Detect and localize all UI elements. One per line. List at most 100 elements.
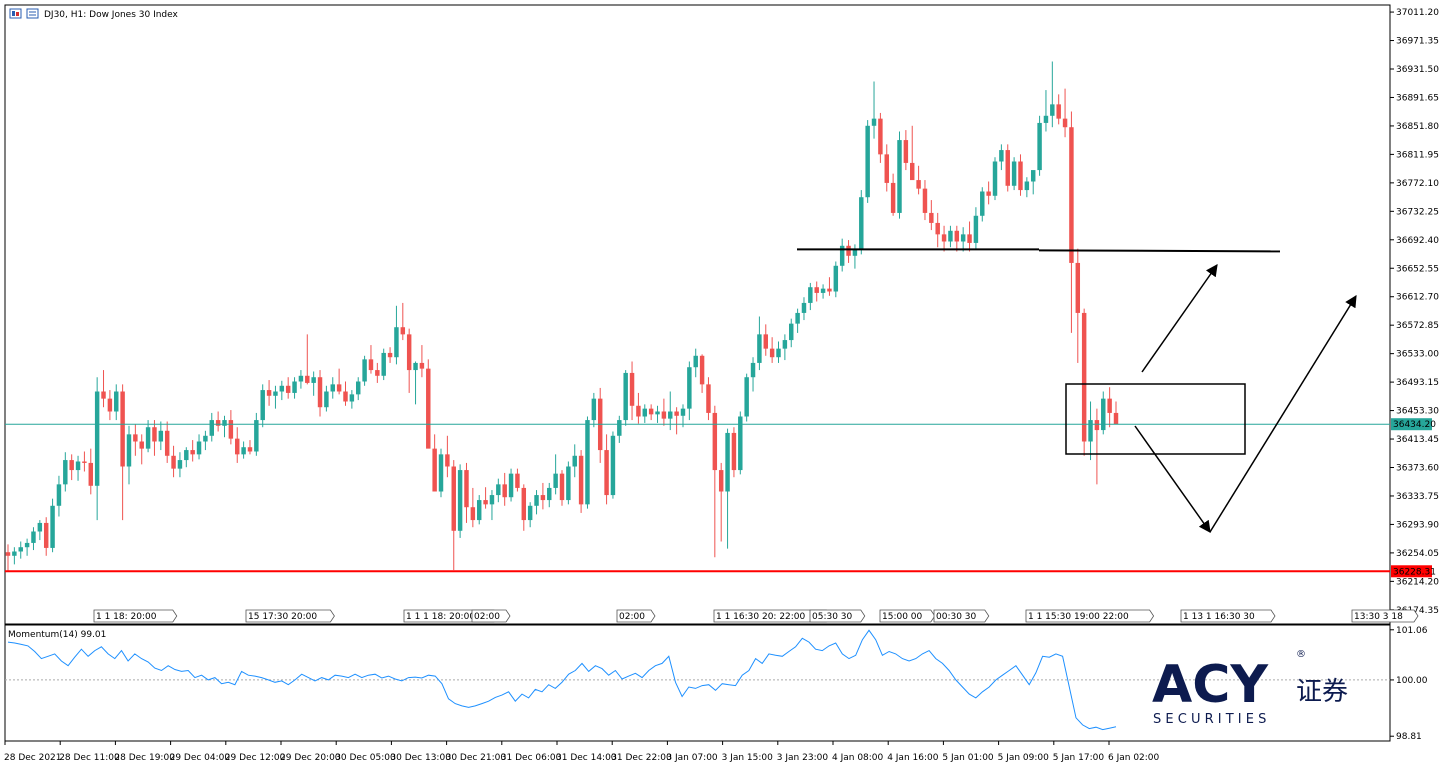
price-tick-label: 37011.20 [1396,8,1439,18]
support-price-label: 36228.31 [1391,565,1436,578]
arrow-rebound[interactable] [1209,294,1357,533]
candle [871,81,877,139]
candle [763,324,768,356]
resistance-line-2[interactable] [1038,249,1281,253]
candle [744,373,749,422]
momentum-tick-label: 100.00 [1396,676,1428,686]
event-marker[interactable]: 00:30 30 [933,609,990,623]
event-marker[interactable]: 05:30 30 [809,609,866,623]
price-tick-label: 36931.50 [1396,65,1439,75]
chart-settings-icon[interactable] [26,8,39,19]
candle [1081,308,1087,456]
time-tick-label: 28 Dec 19:00 [114,753,175,763]
candle [56,475,62,517]
candle [419,345,425,378]
candle [18,541,23,559]
candle [483,487,488,509]
candle [585,416,590,509]
price-tick-label: 36373.60 [1396,464,1439,474]
candle [114,384,119,421]
price-tick-label: 36254.05 [1396,549,1439,559]
candle [133,424,138,456]
candle [126,425,132,485]
event-marker[interactable]: 1 1 18: 20:00 [93,609,178,623]
event-marker[interactable]: 02:00 [471,609,511,623]
price-tick-label: 36453.30 [1396,407,1439,417]
time-tick-label: 28 Dec 11:00 [59,753,120,763]
candle [1011,157,1017,191]
candle [623,370,628,426]
logo-brand: ACY [1152,655,1269,715]
price-panel[interactable] [4,4,1391,625]
candle [375,362,380,383]
arrow-up[interactable] [1141,264,1218,373]
price-tick-label: 36214.20 [1396,577,1439,587]
candle [553,454,558,495]
candle [941,225,947,252]
candle [948,225,953,248]
event-marker[interactable]: 02:00 [616,609,656,623]
candle [292,377,297,399]
candle [406,328,412,393]
event-marker[interactable]: 15 17:30 20:00 [245,609,335,623]
time-tick-label: 30 Dec 13:00 [390,753,451,763]
candle [878,112,883,163]
candle [827,277,832,296]
candle [5,544,11,571]
candle [426,359,431,449]
candle [559,470,565,506]
candle [648,404,654,421]
candle [668,391,673,431]
time-tick-label: 30 Dec 21:00 [446,753,507,763]
candle [247,440,253,455]
price-tick-label: 36293.90 [1396,520,1439,530]
candle [515,468,520,492]
candle [43,517,49,556]
logo-registered: ® [1296,649,1306,660]
candle [967,221,972,252]
candle [973,207,979,249]
candle [808,282,813,311]
candle [254,412,259,456]
annotations [1065,264,1357,533]
candle [960,227,966,252]
price-levels [5,248,1390,573]
candle [69,454,74,481]
candle [1075,248,1081,363]
candle [566,461,571,505]
candle [642,404,648,423]
current-price-label: 36434.20 [1391,418,1436,431]
candle [1107,387,1112,428]
candle [731,427,737,478]
candle [432,434,437,492]
candle [897,131,902,219]
candle [24,538,30,556]
svg-text:02:00: 02:00 [619,612,645,622]
price-tick-label: 36692.40 [1396,236,1439,246]
candle [999,144,1004,171]
event-marker[interactable]: 15:00 00 [879,609,936,623]
candle [387,347,393,363]
candle [502,472,507,506]
event-marker[interactable]: 13:30 3 18 [1351,609,1419,623]
candle [1005,144,1010,192]
candle [317,370,323,417]
candle [94,377,100,521]
candle [356,377,361,401]
arrow-down[interactable] [1134,425,1211,533]
event-marker[interactable]: 1 1 15:30 19:00 22:00 [1025,609,1155,623]
candle [101,370,106,408]
event-marker[interactable]: 1 13 1 16:30 30 [1180,609,1276,623]
candle [489,490,495,521]
time-tick-label: 29 Dec 12:00 [225,753,286,763]
candle [1050,61,1055,128]
candle [394,305,399,365]
svg-text:15 17:30 20:00: 15 17:30 20:00 [248,612,317,622]
candle [145,420,151,453]
candle [305,334,310,385]
candle [215,411,221,432]
candle [203,430,208,451]
candle [776,341,781,363]
candle [617,415,622,443]
candle [846,240,851,263]
